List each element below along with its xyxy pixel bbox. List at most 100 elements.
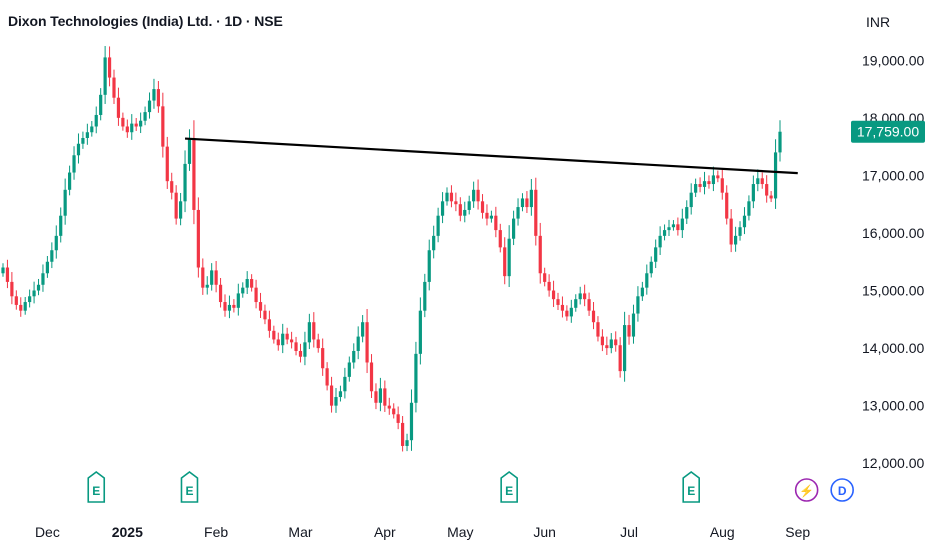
candle-body (165, 146, 169, 182)
candle (423, 273, 427, 318)
candle-body (276, 339, 280, 346)
candle-body (498, 230, 502, 248)
candle-body (556, 299, 560, 305)
candle-body (702, 181, 707, 187)
candle (298, 343, 303, 363)
candle (378, 377, 382, 412)
currency-label[interactable]: INR (866, 14, 891, 30)
candle (232, 299, 236, 313)
candle-body (218, 284, 223, 303)
candle-body (574, 299, 578, 308)
candle-body (374, 391, 378, 403)
candle (742, 207, 747, 235)
candle-body (432, 235, 436, 251)
candle (361, 315, 365, 343)
candle (276, 332, 280, 351)
candle-body (547, 281, 551, 291)
candle-body (10, 281, 14, 297)
candle (116, 87, 121, 126)
candle-body (467, 201, 471, 210)
candle-body (769, 195, 773, 199)
candle-body (503, 247, 507, 277)
earnings-marker[interactable]: E (180, 471, 199, 503)
last-price-tag: 17,759.00 (851, 120, 925, 143)
candle-body (72, 155, 76, 173)
candle (76, 133, 81, 164)
candle-body (507, 238, 511, 277)
candle-body (614, 339, 618, 346)
candle (725, 185, 729, 225)
candle-body (485, 212, 489, 219)
candle (387, 397, 391, 415)
candle-body (139, 120, 143, 127)
candle (334, 387, 338, 413)
candle-body (520, 198, 525, 208)
candle (498, 223, 502, 253)
time-axis[interactable]: Dec 2025 Feb Mar Apr May Jun Jul Aug Sep (35, 524, 810, 540)
candle-body (476, 189, 480, 202)
time-tick-label: Mar (288, 524, 312, 540)
candle (147, 92, 152, 119)
candle-body (94, 114, 98, 127)
candle-body (201, 267, 205, 288)
candle-body (778, 131, 782, 153)
time-tick-label: Sep (785, 524, 810, 540)
candle (374, 383, 378, 410)
candle-body (587, 299, 591, 311)
candle (245, 271, 249, 294)
candle-body (32, 290, 36, 297)
trendline-layer[interactable] (184, 137, 798, 175)
candle (152, 78, 156, 109)
candle (28, 289, 32, 308)
price-axis[interactable]: 19,000.0018,000.0017,000.0016,000.0015,0… (862, 52, 924, 471)
candle-body (773, 152, 778, 199)
candle-body (489, 215, 493, 219)
candle (467, 195, 471, 215)
candle-body (210, 270, 214, 285)
dividend-marker[interactable]: D (830, 478, 854, 502)
candle-body (1, 267, 5, 274)
candle (294, 336, 298, 356)
candle (85, 123, 89, 145)
candle (41, 264, 45, 292)
candle-body (365, 322, 369, 363)
candle (640, 281, 644, 301)
candle (654, 239, 658, 269)
candle-body (396, 414, 400, 423)
candle-body (591, 310, 596, 323)
candle-body (298, 350, 303, 357)
dividend-marker-label: D (838, 484, 847, 498)
candle (365, 309, 369, 374)
candle (174, 185, 178, 225)
candle-body (538, 235, 542, 274)
candle (596, 316, 600, 342)
candle (618, 337, 622, 378)
candle (356, 326, 360, 360)
candle (338, 385, 343, 402)
candle-body (383, 388, 387, 406)
candle (250, 274, 254, 292)
candle (645, 264, 649, 295)
candle-body (463, 209, 467, 216)
candle (223, 294, 227, 317)
candle-body (627, 325, 631, 337)
candle-body (534, 189, 538, 236)
candle-body (423, 281, 427, 311)
candle (263, 304, 267, 325)
candle-body (680, 218, 684, 231)
candle (503, 237, 507, 285)
trendline[interactable] (184, 137, 798, 175)
earnings-marker-label: E (505, 484, 513, 498)
split-marker[interactable]: ⚡ (794, 478, 819, 502)
earnings-marker[interactable]: E (87, 471, 106, 503)
earnings-marker[interactable]: E (682, 471, 700, 503)
candle (303, 331, 307, 366)
candle-body (414, 353, 418, 403)
chart-title: Dixon Technologies (India) Ltd. · 1D · N… (8, 13, 283, 29)
candle-body (285, 333, 289, 340)
candle (485, 204, 489, 226)
candle-body (667, 227, 671, 231)
candle (458, 197, 462, 222)
earnings-marker[interactable]: E (500, 471, 518, 503)
